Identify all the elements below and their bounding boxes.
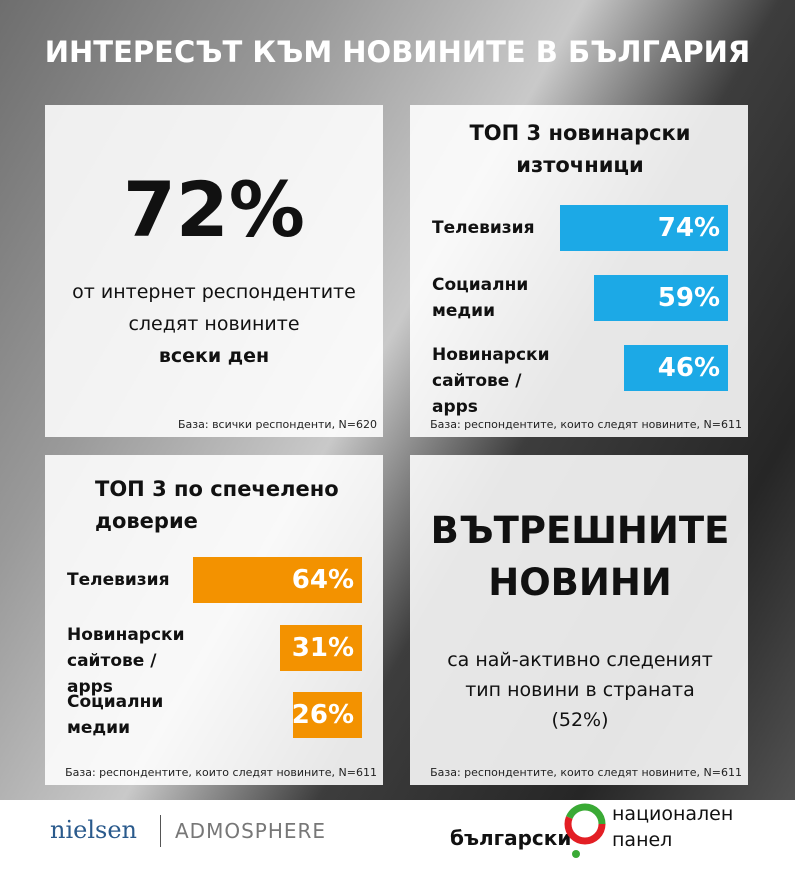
bar: [280, 625, 362, 671]
logo-text: панел: [612, 829, 673, 851]
logo-mark: [564, 803, 606, 858]
category-label: Новинарски сайтове / apps: [432, 345, 550, 417]
panel-trust: ТОП 3 по спечелено доверие Телевизия 64% Но…: [45, 455, 383, 785]
logo-admosphere: ADMOSPHERE: [175, 819, 327, 843]
category-label: Социални медии: [432, 275, 529, 321]
category-label: Телевизия: [67, 570, 170, 590]
bar: [623, 345, 728, 391]
text: са най-активно следеният тип новини в ст…: [447, 649, 713, 731]
panel-daily: 72% от интернет респондентите следят нов…: [45, 105, 383, 437]
text: всеки ден: [158, 345, 270, 367]
separator: [160, 815, 161, 847]
page-title: ИНТЕРЕСЪТ КЪМ НОВИНИТЕ В БЪЛГАРИЯ: [44, 35, 751, 69]
text: от интернет респондентите: [72, 281, 356, 303]
note: База: респондентите, които следят новини…: [430, 766, 742, 779]
logo-text: национален: [612, 803, 734, 825]
note: База: всички респонденти, N=620: [177, 418, 377, 431]
value-label: 31%: [291, 633, 354, 663]
text: следят новините: [128, 313, 300, 335]
panel-sources: ТОП 3 новинарски източници Телевизия 74% Со…: [410, 105, 748, 437]
note: База: респондентите, които следят новини…: [65, 766, 377, 779]
bar: [293, 692, 362, 738]
logo-dot: [572, 850, 580, 858]
logo-nielsen: nielsen: [50, 816, 137, 844]
note: База: респондентите, които следят новини…: [430, 418, 742, 431]
category-label: Телевизия: [432, 218, 535, 238]
bar: [594, 275, 728, 321]
category-label: Новинарски сайтове / apps: [67, 625, 185, 697]
logo-text: български: [450, 826, 572, 850]
panel-domestic: ВЪТРЕШНИТЕ НОВИНИ са най-активно следени…: [410, 455, 748, 785]
value-label: 74%: [657, 213, 720, 243]
value-label: 26%: [291, 700, 354, 730]
value-label: 64%: [291, 565, 354, 595]
chart-title: ТОП 3 по спечелено доверие: [95, 477, 339, 533]
bar: [560, 205, 728, 251]
headline: ВЪТРЕШНИТЕ НОВИНИ: [430, 509, 730, 604]
bar: [193, 557, 362, 603]
logo-ring: [564, 803, 606, 845]
value-label: 59%: [657, 283, 720, 313]
chart-title: ТОП 3 новинарски източници: [469, 121, 691, 177]
value-label: 46%: [657, 353, 720, 383]
footer-band: [0, 800, 795, 874]
category-label: Социални медии: [67, 692, 164, 738]
headline: 72%: [123, 165, 305, 254]
